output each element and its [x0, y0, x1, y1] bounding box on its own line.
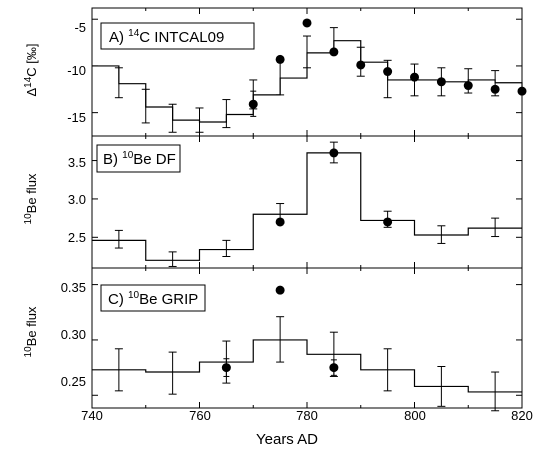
data-point — [436, 77, 446, 87]
y-tick-label: -10 — [67, 63, 86, 78]
y-tick-label: -5 — [74, 20, 86, 35]
y-tick-label: 0.30 — [61, 327, 86, 342]
y-axis-label-a: Δ14C [‰] — [23, 43, 39, 96]
error-bar — [491, 371, 500, 412]
panel-label-box — [100, 22, 255, 50]
data-point — [490, 84, 500, 94]
step-series — [92, 339, 522, 393]
panel-c — [91, 267, 523, 412]
panel-label-text: B) 10Be DF — [103, 150, 176, 168]
data-point — [410, 72, 419, 82]
y-tick-label: 0.35 — [61, 280, 86, 295]
data-point — [221, 363, 231, 373]
error-bar — [168, 103, 177, 133]
error-bar — [383, 348, 392, 392]
error-bar — [437, 225, 446, 244]
error-bar — [437, 365, 446, 407]
data-point — [302, 18, 312, 28]
y-tick-labels-c: 0.25 0.30 0.35 — [61, 280, 86, 389]
error-bar — [222, 99, 231, 129]
error-bar — [114, 67, 123, 99]
panel-label-c: C) 10Be GRIP — [100, 284, 206, 312]
panel-label-text: A) 14C INTCAL09 — [109, 28, 224, 46]
error-bar — [141, 88, 150, 124]
y-tick-labels-b: 2.5 3.0 3.5 — [68, 155, 86, 245]
x-tick-label: 780 — [296, 408, 318, 423]
error-bar — [114, 229, 123, 249]
x-tick-label: 740 — [81, 408, 103, 423]
error-bar — [491, 217, 500, 238]
x-tick-labels: 740 760 780 800 820 — [81, 408, 533, 423]
panel-label-b: B) 10Be DF — [96, 144, 181, 173]
data-point — [275, 285, 285, 295]
y-tick-label: 3.0 — [68, 192, 86, 207]
error-bar — [303, 35, 311, 69]
y-axis-label-c: 10Be flux — [23, 306, 39, 357]
panel-label-text: C) 10Be GRIP — [108, 290, 198, 308]
panel-label-box — [96, 144, 181, 173]
data-point — [275, 54, 285, 64]
panel-label-box — [100, 284, 206, 312]
data-point — [329, 47, 339, 57]
data-point — [329, 363, 339, 373]
x-tick-label: 800 — [404, 408, 426, 423]
panel-b — [91, 135, 523, 269]
y-tick-label: -15 — [67, 110, 86, 125]
x-tick-label: 760 — [189, 408, 211, 423]
data-point — [329, 148, 339, 158]
error-bar — [383, 59, 392, 99]
data-point — [275, 217, 285, 227]
error-bar — [168, 251, 177, 267]
data-point — [383, 67, 393, 77]
error-bar — [222, 239, 231, 257]
error-bar — [168, 351, 177, 395]
data-point — [383, 217, 393, 227]
y-axis-label-b: 10Be flux — [23, 173, 39, 224]
y-tick-label: 3.5 — [68, 155, 86, 170]
data-point — [248, 99, 258, 109]
error-bar — [276, 316, 285, 363]
y-tick-label: 2.5 — [68, 230, 86, 245]
data-point — [517, 86, 527, 96]
error-bar — [114, 348, 123, 392]
data-point — [463, 81, 473, 91]
error-bar — [195, 107, 204, 133]
y-tick-labels-a: -15 -10 -5 — [67, 20, 86, 125]
y-tick-label: 0.25 — [61, 374, 86, 389]
x-axis-label: Years AD — [256, 431, 318, 448]
x-tick-label: 820 — [511, 408, 533, 423]
panels — [91, 7, 527, 412]
data-point — [356, 60, 366, 70]
panel-label-a: A) 14C INTCAL09 — [100, 22, 255, 50]
